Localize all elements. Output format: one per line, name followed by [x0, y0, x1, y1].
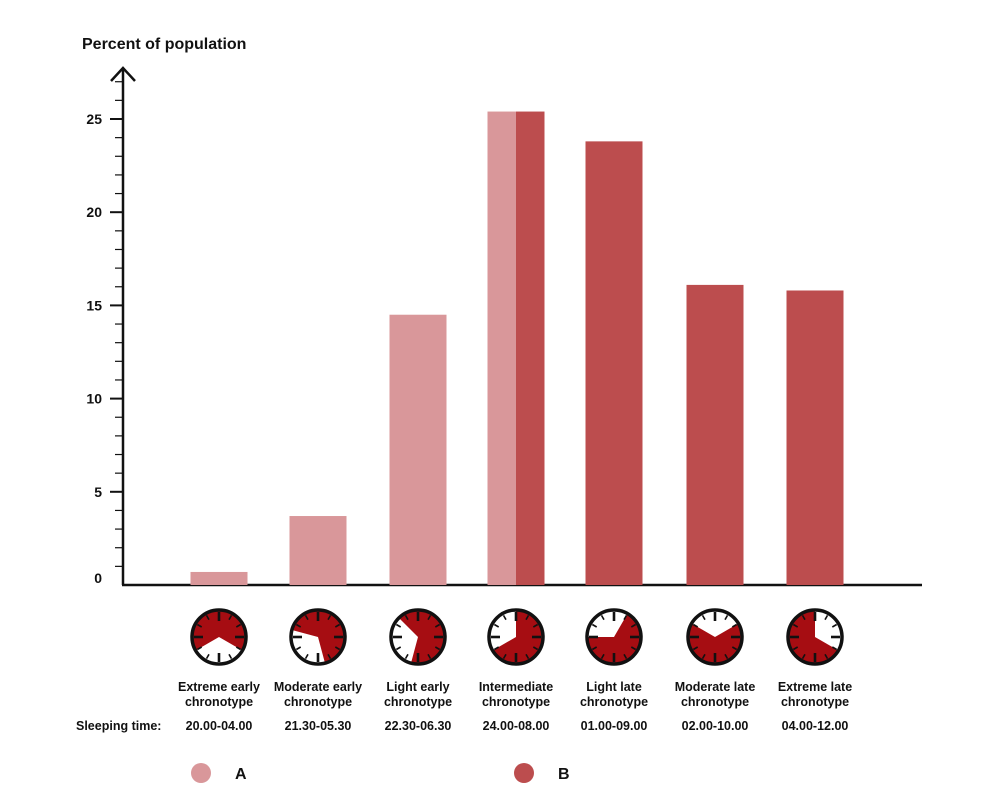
- category-label-line1: Light early: [386, 680, 449, 694]
- category-label-line2: chronotype: [284, 695, 352, 709]
- clock-icon: [487, 608, 545, 666]
- y-tick-label: 25: [86, 111, 102, 127]
- y-ticks: 0 5 10 15 20 25: [86, 81, 123, 586]
- clock-icon: [190, 608, 248, 666]
- category-label-line1: Extreme late: [778, 680, 852, 694]
- sleeping-time-label: Sleeping time:: [76, 719, 161, 733]
- bar-series-a: [389, 314, 447, 585]
- category-labels: Extreme earlychronotype20.00-04.00Modera…: [178, 680, 852, 733]
- legend-swatch: [514, 763, 534, 783]
- bar-series-a: [190, 571, 248, 585]
- clock-icon: [786, 608, 844, 666]
- category-label-line1: Intermediate: [479, 680, 553, 694]
- sleeping-time-value: 22.30-06.30: [385, 719, 452, 733]
- bar-series-b: [585, 141, 643, 586]
- sleeping-time-value: 04.00-12.00: [782, 719, 849, 733]
- category-label-line2: chronotype: [580, 695, 648, 709]
- sleeping-time-value: 02.00-10.00: [682, 719, 749, 733]
- clock-icon: [289, 608, 347, 666]
- y-tick-label: 0: [94, 570, 102, 586]
- category-label-line2: chronotype: [781, 695, 849, 709]
- y-tick-label: 20: [86, 204, 102, 220]
- y-axis-title: Percent of population: [82, 36, 246, 53]
- clock-icon: [585, 608, 643, 666]
- category-label-line1: Moderate late: [675, 680, 756, 694]
- bar-series-b: [786, 290, 844, 585]
- legend-label: B: [558, 766, 570, 783]
- bar-series-a: [487, 111, 516, 585]
- category-label-line2: chronotype: [482, 695, 550, 709]
- clock-icon: [389, 608, 447, 666]
- y-tick-label: 15: [86, 297, 102, 313]
- y-tick-label: 5: [94, 484, 102, 500]
- legend-label: A: [235, 766, 247, 783]
- y-axis-arrow: [110, 66, 136, 82]
- category-label-line2: chronotype: [681, 695, 749, 709]
- bar-series-b: [686, 284, 744, 585]
- category-label-line1: Moderate early: [274, 680, 362, 694]
- sleeping-time-value: 20.00-04.00: [186, 719, 253, 733]
- bars: [190, 111, 844, 586]
- category-label-line1: Light late: [586, 680, 642, 694]
- clock-icons: [190, 608, 844, 666]
- category-label-line2: chronotype: [384, 695, 452, 709]
- bar-series-b: [516, 111, 545, 585]
- sleeping-time-value: 21.30-05.30: [285, 719, 352, 733]
- bar-series-a: [289, 516, 347, 585]
- sleeping-time-value: 24.00-08.00: [483, 719, 550, 733]
- category-label-line1: Extreme early: [178, 680, 260, 694]
- category-label-line2: chronotype: [185, 695, 253, 709]
- legend-swatch: [191, 763, 211, 783]
- y-tick-label: 10: [86, 391, 102, 407]
- clock-icon: [686, 608, 744, 666]
- sleeping-time-value: 01.00-09.00: [581, 719, 648, 733]
